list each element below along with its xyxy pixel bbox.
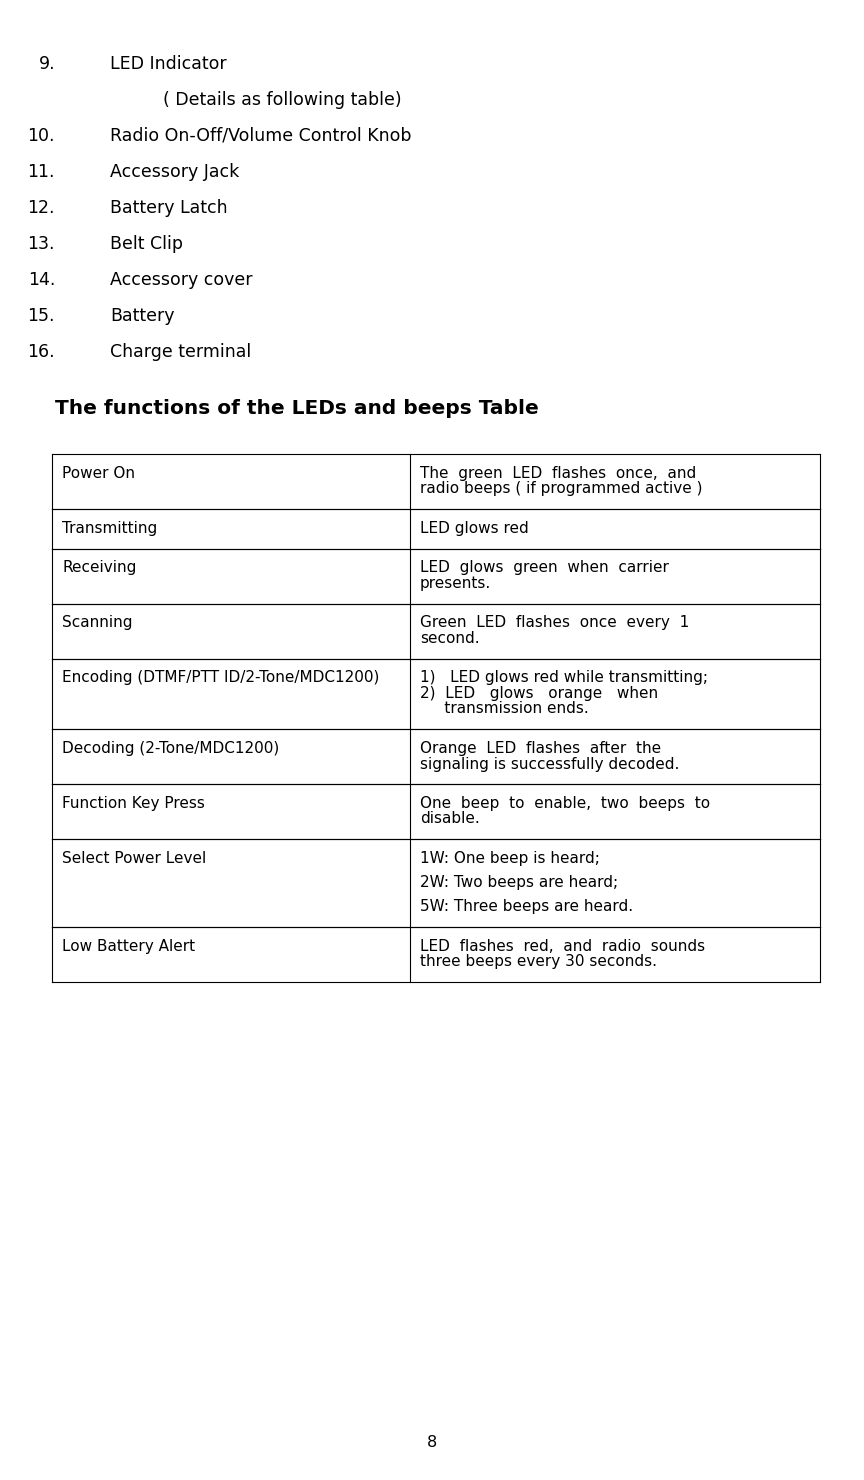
- Text: Decoding (2-Tone/MDC1200): Decoding (2-Tone/MDC1200): [62, 741, 279, 756]
- Text: Charge terminal: Charge terminal: [110, 343, 251, 361]
- Text: 1)   LED glows red while transmitting;: 1) LED glows red while transmitting;: [420, 670, 708, 685]
- Text: The  green  LED  flashes  once,  and: The green LED flashes once, and: [420, 466, 696, 481]
- Text: second.: second.: [420, 630, 480, 645]
- Text: 8: 8: [427, 1436, 437, 1450]
- Text: Function Key Press: Function Key Press: [62, 796, 205, 811]
- Text: 2W: Two beeps are heard;: 2W: Two beeps are heard;: [420, 875, 618, 889]
- Text: ( Details as following table): ( Details as following table): [163, 90, 402, 110]
- Text: 12.: 12.: [28, 198, 55, 218]
- Text: presents.: presents.: [420, 576, 492, 591]
- Text: One  beep  to  enable,  two  beeps  to: One beep to enable, two beeps to: [420, 796, 710, 811]
- Text: 9.: 9.: [38, 55, 55, 73]
- Text: Green  LED  flashes  once  every  1: Green LED flashes once every 1: [420, 616, 689, 630]
- Text: Accessory Jack: Accessory Jack: [110, 163, 239, 181]
- Text: 2)  LED   glows   orange   when: 2) LED glows orange when: [420, 687, 658, 702]
- Text: 10.: 10.: [28, 127, 55, 145]
- Text: Scanning: Scanning: [62, 616, 132, 630]
- Text: Battery: Battery: [110, 306, 175, 326]
- Text: The functions of the LEDs and beeps Table: The functions of the LEDs and beeps Tabl…: [55, 400, 539, 417]
- Text: LED  flashes  red,  and  radio  sounds: LED flashes red, and radio sounds: [420, 938, 705, 953]
- Text: 11.: 11.: [28, 163, 55, 181]
- Text: Accessory cover: Accessory cover: [110, 271, 252, 289]
- Text: Low Battery Alert: Low Battery Alert: [62, 938, 195, 953]
- Text: signaling is successfully decoded.: signaling is successfully decoded.: [420, 756, 679, 771]
- Text: 15.: 15.: [28, 306, 55, 326]
- Text: Encoding (DTMF/PTT ID/2-Tone/MDC1200): Encoding (DTMF/PTT ID/2-Tone/MDC1200): [62, 670, 379, 685]
- Text: Transmitting: Transmitting: [62, 521, 157, 536]
- Text: Power On: Power On: [62, 466, 135, 481]
- Text: Battery Latch: Battery Latch: [110, 198, 227, 218]
- Text: 1W: One beep is heard;: 1W: One beep is heard;: [420, 851, 600, 866]
- Text: Receiving: Receiving: [62, 561, 137, 576]
- Text: three beeps every 30 seconds.: three beeps every 30 seconds.: [420, 955, 657, 969]
- Text: disable.: disable.: [420, 811, 480, 826]
- Text: Select Power Level: Select Power Level: [62, 851, 206, 866]
- Text: 13.: 13.: [28, 235, 55, 253]
- Text: Belt Clip: Belt Clip: [110, 235, 183, 253]
- Text: LED  glows  green  when  carrier: LED glows green when carrier: [420, 561, 669, 576]
- Text: 16.: 16.: [28, 343, 55, 361]
- Text: radio beeps ( if programmed active ): radio beeps ( if programmed active ): [420, 481, 702, 496]
- Text: Radio On-Off/Volume Control Knob: Radio On-Off/Volume Control Knob: [110, 127, 411, 145]
- Text: transmission ends.: transmission ends.: [420, 702, 588, 716]
- Text: 5W: Three beeps are heard.: 5W: Three beeps are heard.: [420, 898, 633, 915]
- Text: LED glows red: LED glows red: [420, 521, 529, 536]
- Text: Orange  LED  flashes  after  the: Orange LED flashes after the: [420, 741, 661, 756]
- Text: 14.: 14.: [28, 271, 55, 289]
- Text: LED Indicator: LED Indicator: [110, 55, 226, 73]
